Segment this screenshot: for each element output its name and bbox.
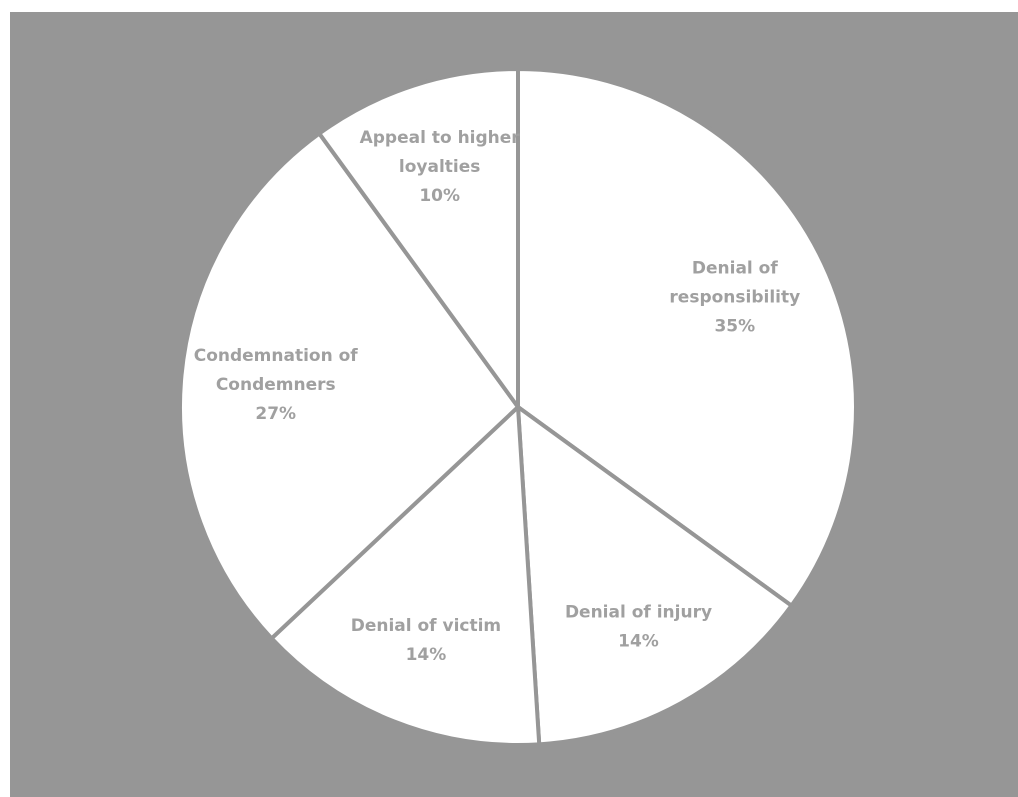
slice-percent: 14% <box>618 632 659 652</box>
slice-label-line: Condemnation of <box>194 346 359 366</box>
slice-label-line: loyalties <box>399 157 481 177</box>
slice-label-denial-of-injury: Denial of injury 14% <box>565 603 712 652</box>
pie-labels: Denial of responsibility 35% Denial of inju… <box>194 128 801 665</box>
slice-label-line: responsibility <box>669 288 800 308</box>
slice-percent: 27% <box>255 404 296 424</box>
slice-label-line: Condemners <box>216 375 336 395</box>
slice-denial-of-victim <box>268 402 542 747</box>
slice-label-line: Appeal to higher <box>360 128 521 148</box>
slice-label-line: Denial of <box>692 259 778 279</box>
pie-chart: Denial of responsibility 35% Denial of inju… <box>178 66 858 747</box>
slice-percent: 35% <box>714 317 755 337</box>
slice-label-denial-of-victim: Denial of victim 14% <box>351 616 501 665</box>
slice-condemnation-of-condemners <box>178 130 521 642</box>
slice-denial-of-injury <box>515 402 795 747</box>
pie-slices <box>178 66 858 747</box>
slice-label-appeal-to-higher-loyalties: Appeal to higher loyalties 10% <box>360 128 521 206</box>
slice-label-line: Denial of injury <box>565 603 712 623</box>
slice-label-denial-of-responsibility: Denial of responsibility 35% <box>669 259 800 337</box>
chart-area: Denial of responsibility 35% Denial of inju… <box>10 12 1018 797</box>
slice-label-line: Denial of victim <box>351 616 501 636</box>
slice-label-condemnation-of-condemners: Condemnation of Condemners 27% <box>194 346 359 424</box>
slice-percent: 10% <box>419 186 460 206</box>
slice-percent: 14% <box>406 645 447 665</box>
slice-denial-of-responsibility <box>516 66 858 609</box>
slice-appeal-to-higher-loyalties <box>316 66 520 414</box>
